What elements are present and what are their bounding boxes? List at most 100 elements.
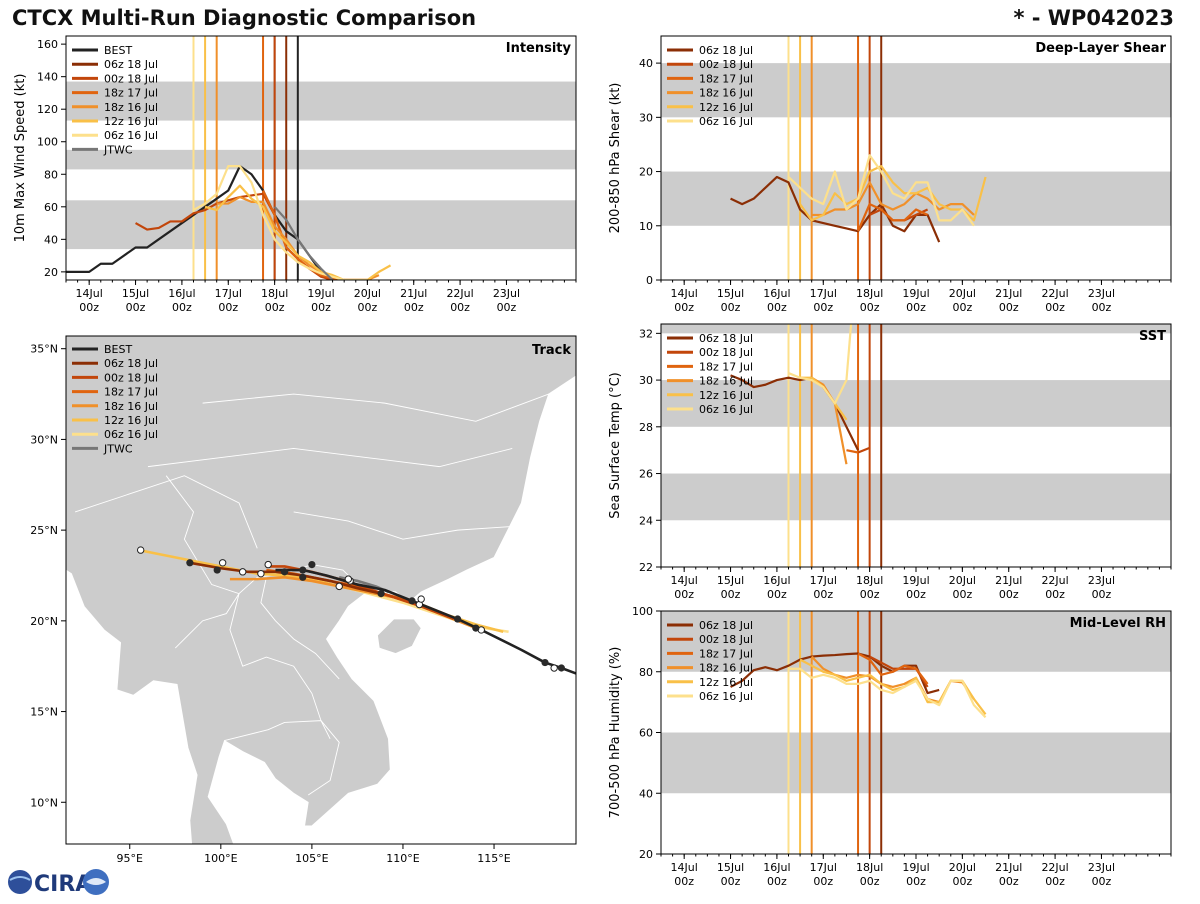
x-tick-label: 00z xyxy=(126,301,146,314)
shaded-band xyxy=(661,63,1171,118)
x-tick-label: 18Jul xyxy=(856,287,883,300)
x-tick-label: 00z xyxy=(1092,588,1112,601)
series-line-06z-16-jul xyxy=(192,165,368,280)
y-tick-label: 28 xyxy=(639,421,653,434)
x-tick-label: 00z xyxy=(79,301,99,314)
x-tick-label: 00z xyxy=(813,875,833,888)
series-line-18z-17-jul xyxy=(857,652,929,685)
x-tick-label: 00z xyxy=(265,301,285,314)
y-tick-label: 32 xyxy=(639,327,653,340)
lon-tick-label: 110°E xyxy=(386,852,419,865)
x-tick-label: 20Jul xyxy=(949,861,976,874)
x-tick-label: 16Jul xyxy=(763,574,790,587)
lon-tick-label: 100°E xyxy=(204,852,237,865)
legend-label-06z-18-jul: 06z 18 Jul xyxy=(699,332,753,345)
track-point-best xyxy=(299,566,307,574)
shear-chart: 01020304014Jul00z15Jul00z16Jul00z17Jul00… xyxy=(608,35,1172,314)
track-point-18z-16-jul xyxy=(472,624,480,632)
x-tick-label: 00z xyxy=(906,301,926,314)
map-area xyxy=(66,336,576,844)
rh-chart: 2040608010014Jul00z15Jul00z16Jul00z17Jul… xyxy=(608,605,1172,888)
border-line xyxy=(165,475,367,595)
x-tick-label: 21Jul xyxy=(995,861,1022,874)
lat-tick-label: 35°N xyxy=(30,343,58,356)
x-tick-label: 00z xyxy=(999,588,1019,601)
track-ring-18z-17-jul xyxy=(264,560,272,569)
series-line-06z-16-jul xyxy=(788,667,987,719)
y-tick-label: 140 xyxy=(37,71,58,84)
x-tick-label: 19Jul xyxy=(902,861,929,874)
track-point-best xyxy=(541,658,549,667)
x-tick-label: 00z xyxy=(999,875,1019,888)
y-tick-label: 40 xyxy=(639,57,653,70)
y-tick-label: 60 xyxy=(639,727,653,740)
land-mass xyxy=(66,336,576,844)
plot-area xyxy=(661,611,1171,854)
y-tick-label: 20 xyxy=(639,848,653,861)
x-tick-label: 00z xyxy=(404,301,424,314)
sst-chart: 22242628303214Jul00z15Jul00z16Jul00z17Ju… xyxy=(608,323,1172,601)
track-ring-12z-16-jul xyxy=(257,569,265,578)
legend-label-18z-17-jul: 18z 17 Jul xyxy=(699,360,753,373)
series-line-jtwc xyxy=(273,206,334,280)
chart-title: Intensity xyxy=(506,41,572,56)
y-tick-label: 26 xyxy=(639,468,653,481)
legend-label-00z-18-jul: 00z 18 Jul xyxy=(104,72,158,85)
x-tick-label: 16Jul xyxy=(168,287,195,300)
series-line-00z-18-jul xyxy=(857,446,871,454)
x-tick-label: 15Jul xyxy=(717,574,744,587)
track-ring-06z-16-jul xyxy=(417,595,425,603)
x-tick-label: 14Jul xyxy=(76,287,103,300)
hainan-island xyxy=(377,618,422,654)
track-point-best xyxy=(557,664,566,672)
legend-label-best: BEST xyxy=(104,44,132,57)
legend-label-06z-16-jul: 06z 16 Jul xyxy=(699,403,753,416)
x-tick-label: 19Jul xyxy=(902,574,929,587)
x-tick-label: 23Jul xyxy=(1088,287,1115,300)
track-ring-12z-16-jul xyxy=(238,568,247,576)
lat-tick-label: 10°N xyxy=(30,796,58,809)
track-ring-12z-16-jul xyxy=(136,546,145,554)
x-tick-label: 00z xyxy=(497,301,517,314)
x-tick-label: 20Jul xyxy=(949,287,976,300)
x-tick-label: 00z xyxy=(1045,301,1065,314)
series-line-18z-17-jul xyxy=(846,449,859,454)
shaded-band xyxy=(66,81,576,121)
x-tick-label: 00z xyxy=(813,588,833,601)
y-axis-label: 200-850 hPa Shear (kt) xyxy=(608,83,623,234)
x-tick-label: 15Jul xyxy=(717,861,744,874)
y-tick-label: 40 xyxy=(44,233,58,246)
y-tick-label: 30 xyxy=(639,374,653,387)
series-line-06z-18-jul xyxy=(730,175,941,243)
x-tick-label: 00z xyxy=(172,301,192,314)
y-tick-label: 24 xyxy=(639,514,653,527)
y-tick-label: 22 xyxy=(639,561,653,574)
x-tick-label: 00z xyxy=(952,875,972,888)
shaded-band xyxy=(661,171,1171,226)
legend-label-18z-16-jul: 18z 16 Jul xyxy=(699,87,753,100)
chart-title: SST xyxy=(1139,329,1166,344)
y-tick-label: 160 xyxy=(37,38,58,51)
legend-label-12z-16-jul: 12z 16 Jul xyxy=(104,414,158,427)
x-tick-label: 19Jul xyxy=(902,287,929,300)
x-tick-label: 17Jul xyxy=(810,861,837,874)
legend-label-jtwc: JTWC xyxy=(103,442,133,455)
track-point-best xyxy=(454,615,462,623)
shaded-band xyxy=(661,473,1171,521)
legend-label-12z-16-jul: 12z 16 Jul xyxy=(699,101,753,114)
y-tick-label: 100 xyxy=(632,605,653,618)
border-line xyxy=(224,720,340,796)
shaded-band xyxy=(661,611,1171,672)
lat-tick-label: 25°N xyxy=(30,524,58,537)
x-tick-label: 00z xyxy=(674,875,694,888)
lat-tick-label: 15°N xyxy=(30,706,58,719)
x-tick-label: 14Jul xyxy=(671,861,698,874)
legend-label-18z-17-jul: 18z 17 Jul xyxy=(104,386,158,399)
legend-label-12z-16-jul: 12z 16 Jul xyxy=(699,389,753,402)
border-line xyxy=(174,593,240,649)
x-tick-label: 23Jul xyxy=(493,287,520,300)
x-tick-label: 23Jul xyxy=(1088,574,1115,587)
x-tick-label: 20Jul xyxy=(354,287,381,300)
legend-label-00z-18-jul: 00z 18 Jul xyxy=(104,371,158,384)
intensity-chart: 2040608010012014016014Jul00z15Jul00z16Ju… xyxy=(13,35,577,314)
